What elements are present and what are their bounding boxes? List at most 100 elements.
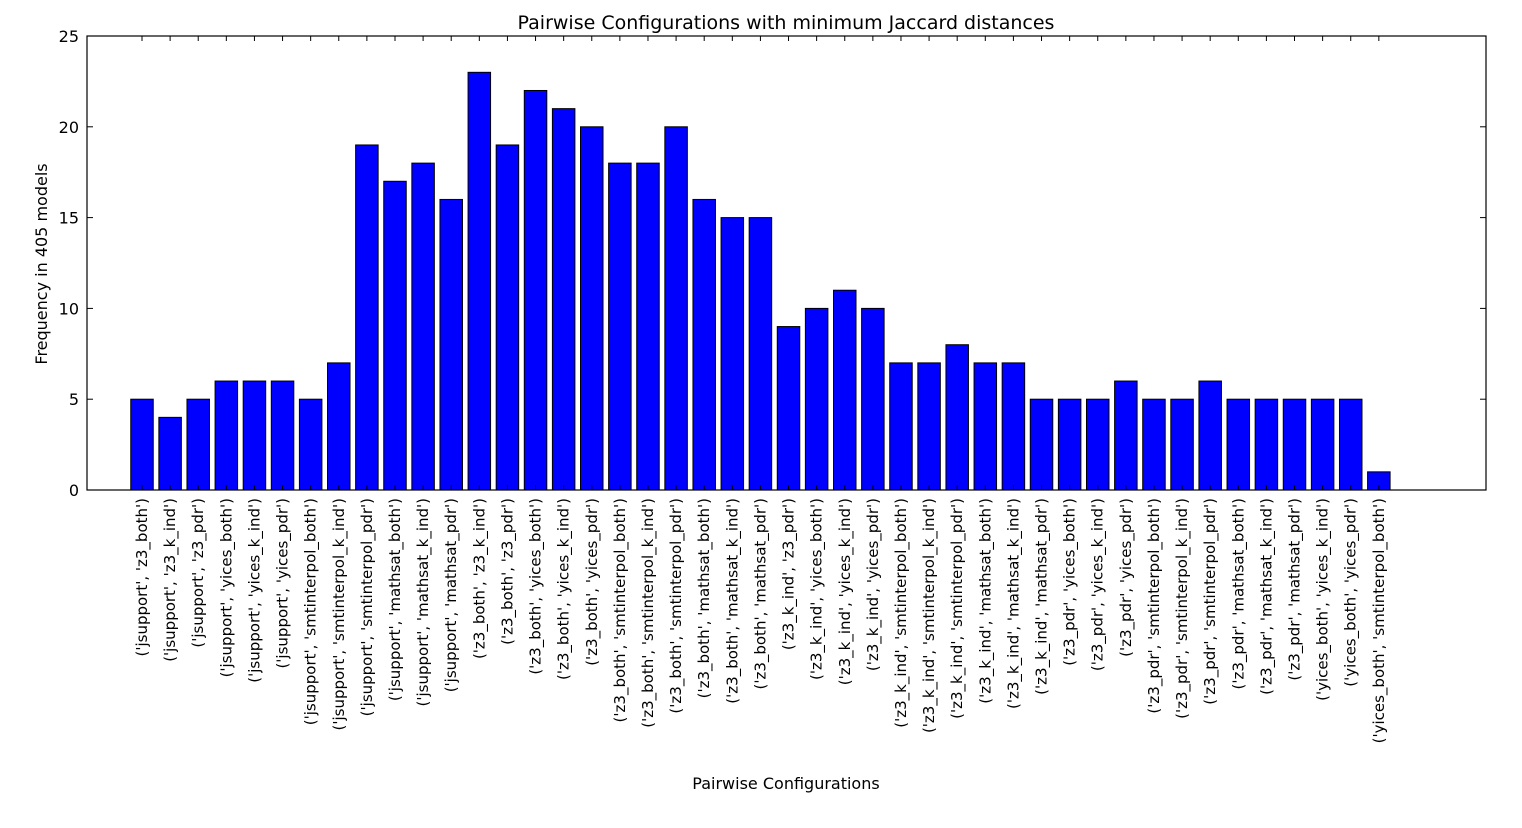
x-tick-label: ('z3_k_ind', 'smtinterpol_k_ind') [920,498,939,733]
bar [242,380,267,491]
x-tick-label: ('yices_both', 'yices_pdr') [1342,498,1361,687]
bar [973,362,998,491]
x-tick-label: ('jsupport', 'z3_k_ind') [161,498,180,662]
bar [889,362,913,491]
x-ticks-group: ('jsupport', 'z3_both') ('jsupport', 'z3_… [133,36,1389,743]
bar [551,108,576,491]
x-tick-label: ('jsupport', 'z3_both') [133,498,152,657]
bar [833,289,857,491]
bar [1029,398,1054,491]
bar [270,380,295,491]
bar [130,398,154,491]
x-tick-label: ('jsupport', 'mathsat_k_ind') [414,498,433,706]
y-tick-label: 20 [59,118,79,137]
bar [411,162,435,491]
x-tick-label: ('z3_both', 'smtinterpol_pdr') [667,498,686,714]
x-tick-label: ('z3_pdr', 'yices_k_ind') [1089,498,1108,671]
x-tick-label: ('z3_both', 'smtinterpol_both') [611,498,630,722]
bar [692,198,716,491]
x-tick-label: ('z3_pdr', 'mathsat_pdr') [1286,498,1305,681]
x-tick-label: ('z3_pdr', 'smtinterpol_both') [1145,498,1164,714]
bar [748,217,773,491]
y-tick-label: 0 [69,481,79,500]
bar [1057,398,1082,491]
y-axis-label: Frequency in 405 models [32,163,51,364]
bar [1254,398,1279,491]
x-tick-label: ('z3_both', 'smtinterpol_k_ind') [639,498,658,728]
bar [804,307,829,491]
bar [383,180,407,491]
x-tick-label: ('z3_both', 'mathsat_pdr') [751,498,770,690]
bar [1085,398,1110,491]
bar [1198,380,1222,491]
y-tick-label: 25 [59,27,79,46]
bar [1226,398,1251,491]
bar [495,144,520,491]
x-tick-label: ('z3_pdr', 'smtinterpol_pdr') [1201,498,1220,705]
bar [580,126,604,491]
x-tick-label: ('z3_k_ind', 'smtinterpol_pdr') [948,498,967,719]
x-tick-label: ('jsupport', 'mathsat_pdr') [442,498,461,692]
y-tick-label: 10 [59,299,79,318]
x-tick-label: ('jsupport', 'yices_k_ind') [245,498,264,683]
x-tick-label: ('z3_k_ind', 'yices_both') [808,498,827,680]
x-tick-label: ('jsupport', 'mathsat_both') [386,498,405,701]
bar [467,71,492,491]
x-axis-label: Pairwise Configurations [692,774,879,793]
x-tick-label: ('jsupport', 'z3_pdr') [189,498,208,648]
x-tick-label: ('z3_pdr', 'mathsat_k_ind') [1257,498,1276,695]
bar [327,362,351,491]
bar [158,416,182,491]
x-tick-label: ('jsupport', 'yices_both') [217,498,236,677]
x-tick-label: ('z3_k_ind', 'yices_pdr') [864,498,883,671]
chart-title: Pairwise Configurations with minimum Jac… [518,12,1055,34]
x-tick-label: ('z3_k_ind', 'mathsat_k_ind') [1004,498,1023,709]
y-tick-label: 5 [69,390,79,409]
bar [439,198,463,491]
bar [945,344,969,491]
y-ticks-group: 0 5 10 15 20 25 [59,27,1486,500]
x-tick-label: ('z3_pdr', 'mathsat_both') [1229,498,1248,690]
y-tick-label: 15 [59,209,79,228]
x-tick-label: ('z3_k_ind', 'mathsat_both') [976,498,995,704]
bar [186,398,210,491]
bar [636,162,660,491]
bar [298,398,323,491]
x-tick-label: ('z3_both', 'mathsat_k_ind') [723,498,742,704]
x-tick-label: ('z3_both', 'mathsat_both') [695,498,714,698]
x-tick-label: ('jsupport', 'smtinterpol_both') [302,498,321,725]
bar [1310,398,1335,491]
x-tick-label: ('z3_pdr', 'smtinterpol_k_ind') [1173,498,1192,719]
bar [1142,398,1166,491]
x-tick-label: ('z3_k_ind', 'yices_k_ind') [836,498,855,685]
x-tick-label: ('z3_k_ind', 'mathsat_pdr') [1033,498,1052,695]
x-tick-label: ('z3_both', 'z3_k_ind') [470,498,489,659]
x-tick-label: ('jsupport', 'smtinterpol_pdr') [358,498,377,716]
bar [523,89,548,491]
x-tick-label: ('z3_k_ind', 'z3_pdr') [780,498,799,650]
bar [720,217,745,491]
plot-frame [86,35,1487,491]
bar [1338,398,1363,491]
x-tick-label: ('z3_both', 'z3_pdr') [498,498,517,645]
bar [776,326,801,491]
bar [608,162,632,491]
bars-group [130,71,1391,491]
bar [214,380,239,491]
bar [1282,398,1307,491]
x-tick-label: ('yices_both', 'smtinterpol_both') [1370,498,1389,743]
bar [355,144,379,491]
bar [1114,380,1138,491]
x-tick-label: ('z3_pdr', 'yices_pdr') [1117,498,1136,657]
x-tick-label: ('jsupport', 'smtinterpol_k_ind') [330,498,349,731]
x-tick-label: ('jsupport', 'yices_pdr') [274,498,293,669]
x-tick-label: ('z3_both', 'yices_both') [527,498,546,675]
bar [1170,398,1194,491]
x-tick-label: ('z3_both', 'yices_pdr') [583,498,602,666]
bar [664,126,688,491]
x-tick-label: ('z3_k_ind', 'smtinterpol_both') [892,498,911,728]
x-tick-label: ('yices_both', 'yices_k_ind') [1314,498,1333,701]
bar [917,362,941,491]
x-tick-label: ('z3_pdr', 'yices_both') [1061,498,1080,666]
